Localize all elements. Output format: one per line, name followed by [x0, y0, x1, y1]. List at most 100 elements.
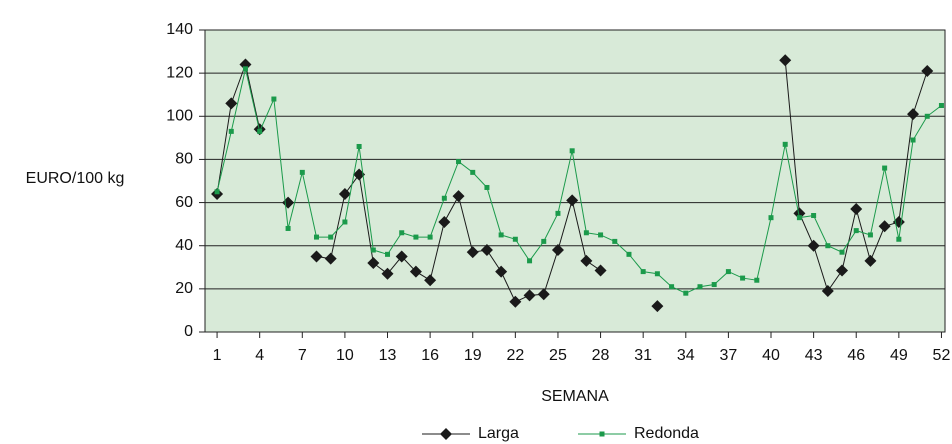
x-tick-label: 10	[336, 347, 354, 364]
data-point	[342, 219, 348, 225]
data-point	[537, 288, 550, 301]
x-tick-label: 13	[379, 347, 397, 364]
y-tick-label: 20	[175, 280, 193, 297]
data-point	[796, 215, 802, 221]
data-point	[807, 239, 820, 252]
data-point	[612, 238, 618, 244]
data-point	[438, 215, 451, 228]
data-point	[338, 187, 351, 200]
x-tick-label: 25	[549, 347, 567, 364]
data-point	[310, 250, 323, 263]
data-point	[850, 203, 863, 216]
data-point	[640, 269, 646, 275]
data-point	[768, 215, 774, 221]
data-point	[285, 225, 291, 231]
data-point	[779, 54, 792, 67]
x-tick-label: 49	[890, 347, 908, 364]
data-point	[754, 277, 760, 283]
data-point	[367, 256, 380, 269]
data-point	[523, 289, 536, 302]
legend-label: Larga	[478, 425, 519, 442]
data-point	[836, 264, 849, 277]
data-point	[385, 251, 391, 257]
data-point	[495, 265, 508, 278]
legend-label: Redonda	[634, 425, 699, 442]
data-point	[811, 213, 817, 219]
plot-area	[204, 29, 946, 333]
x-axis-label: SEMANA	[541, 388, 609, 405]
data-point	[470, 169, 476, 175]
x-tick-label: 22	[506, 347, 524, 364]
x-tick-label: 40	[762, 347, 780, 364]
data-point	[825, 243, 831, 249]
data-point	[683, 290, 689, 296]
data-point	[793, 207, 806, 220]
x-tick-label: 46	[847, 347, 865, 364]
data-point	[651, 300, 664, 313]
data-point	[214, 189, 220, 195]
data-point	[907, 108, 920, 121]
y-tick-label: 60	[175, 194, 193, 211]
data-point	[299, 169, 305, 175]
data-point	[441, 195, 447, 201]
data-point	[242, 66, 248, 72]
data-point	[370, 247, 376, 253]
y-tick-label: 40	[175, 237, 193, 254]
x-tick-label: 52	[933, 347, 951, 364]
x-tick-label: 16	[421, 347, 439, 364]
data-point	[864, 254, 877, 267]
data-point	[509, 295, 522, 308]
x-tick-label: 4	[255, 347, 264, 364]
data-point	[328, 234, 334, 240]
data-point	[551, 244, 564, 257]
data-point	[257, 128, 263, 134]
x-tick-label: 28	[592, 347, 610, 364]
data-point	[583, 230, 589, 236]
data-point	[381, 267, 394, 280]
data-point	[555, 210, 561, 216]
x-tick-label: 19	[464, 347, 482, 364]
data-point	[725, 269, 731, 275]
data-point	[924, 113, 930, 119]
y-tick-label: 140	[166, 21, 193, 38]
data-point	[867, 232, 873, 238]
data-point	[782, 141, 788, 147]
data-point	[594, 264, 607, 277]
data-point	[409, 265, 422, 278]
legend-marker	[440, 428, 452, 440]
data-point	[271, 96, 277, 102]
data-point	[466, 246, 479, 259]
data-point	[395, 250, 408, 263]
legend-marker	[599, 431, 605, 437]
x-tick-label: 37	[719, 347, 737, 364]
data-point	[921, 64, 934, 77]
data-point	[569, 148, 575, 154]
data-point	[228, 128, 234, 134]
data-point	[498, 232, 504, 238]
data-point	[878, 220, 891, 233]
y-tick-label: 80	[175, 151, 193, 168]
data-point	[697, 284, 703, 290]
data-point	[654, 271, 660, 277]
y-axis-label: EURO/100 kg	[26, 170, 125, 187]
x-tick-label: 31	[634, 347, 652, 364]
data-point	[821, 285, 834, 298]
data-point	[882, 165, 888, 171]
data-point	[452, 190, 465, 203]
data-point	[480, 244, 493, 257]
data-point	[938, 103, 944, 108]
data-point	[313, 234, 319, 240]
data-point	[456, 159, 462, 165]
data-point	[427, 234, 433, 240]
data-point	[566, 194, 579, 207]
data-point	[399, 230, 405, 236]
data-point	[626, 251, 632, 257]
data-point	[669, 284, 675, 290]
data-point	[853, 228, 859, 234]
data-point	[711, 282, 717, 288]
x-tick-label: 43	[805, 347, 823, 364]
x-tick-label: 1	[213, 347, 222, 364]
data-point	[580, 254, 593, 267]
data-point	[324, 252, 337, 265]
